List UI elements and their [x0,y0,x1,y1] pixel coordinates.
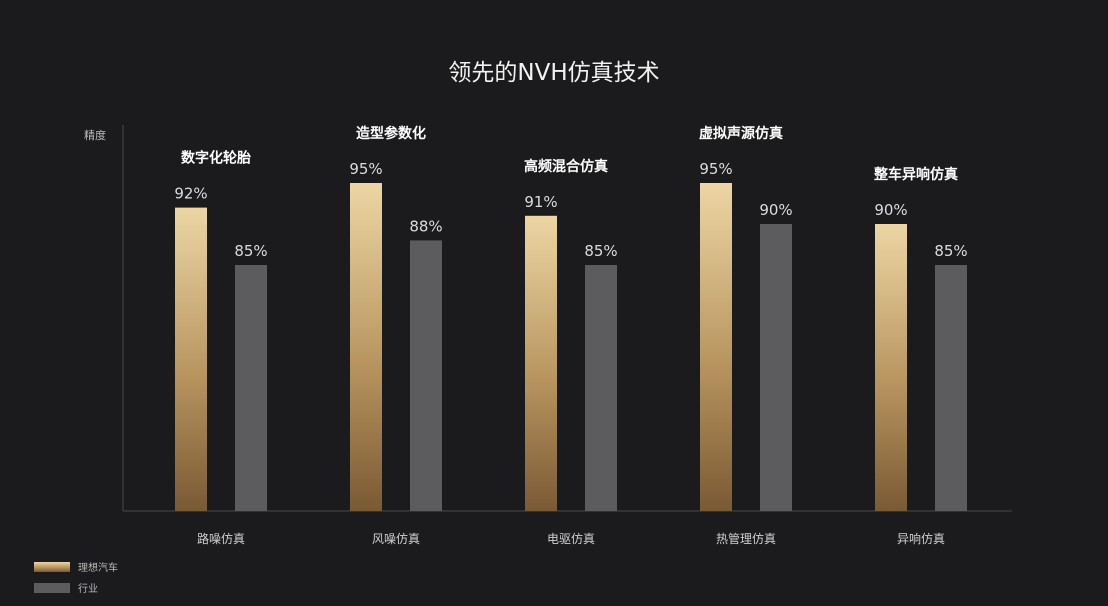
category-label-2: 电驱仿真 [547,532,595,546]
bar-lixiang-2 [525,215,557,512]
labels-layer: 92% 85% 路噪仿真 数字化轮胎 95% 88% 风噪仿真 造型参数化 91% 85% 电驱仿真… [174,125,967,546]
value-label-industry-4: 85% [934,242,967,260]
value-label-lixiang-1: 95% [349,160,382,178]
chart-title: 领先的NVH仿真技术 [448,60,659,86]
annotation-4: 整车异响仿真 [873,166,958,183]
category-label-4: 异响仿真 [897,531,945,546]
bar-industry-2 [585,265,617,511]
annotation-2: 高频混合仿真 [524,158,608,175]
category-label-1: 风噪仿真 [372,532,420,546]
annotation-0: 数字化轮胎 [181,150,251,167]
value-label-lixiang-0: 92% [174,185,207,203]
value-label-industry-0: 85% [234,242,267,260]
value-label-industry-1: 88% [409,217,442,235]
bars-layer [175,183,967,512]
legend-swatch-lixiang [34,562,70,572]
bar-industry-1 [410,240,442,511]
legend-label-lixiang: 理想汽车 [78,561,118,574]
legend-label-industry: 行业 [78,582,98,595]
bar-lixiang-0 [175,207,207,511]
legend: 理想汽车 行业 [34,561,118,595]
category-label-0: 路噪仿真 [197,531,245,546]
bar-industry-4 [935,265,967,511]
value-label-industry-2: 85% [584,242,617,260]
annotation-3: 虚拟声源仿真 [699,125,783,142]
bar-lixiang-3 [700,183,732,511]
value-label-lixiang-3: 95% [699,160,732,178]
value-label-lixiang-4: 90% [874,201,907,219]
annotation-1: 造型参数化 [356,125,426,142]
bar-lixiang-4 [875,224,907,511]
bar-industry-3 [760,224,792,511]
bar-industry-0 [235,265,267,511]
value-label-lixiang-2: 91% [524,193,557,211]
y-axis-label: 精度 [84,128,106,142]
bar-lixiang-1 [350,183,382,511]
category-label-3: 热管理仿真 [716,531,776,546]
legend-swatch-industry [34,583,70,593]
value-label-industry-3: 90% [759,201,792,219]
